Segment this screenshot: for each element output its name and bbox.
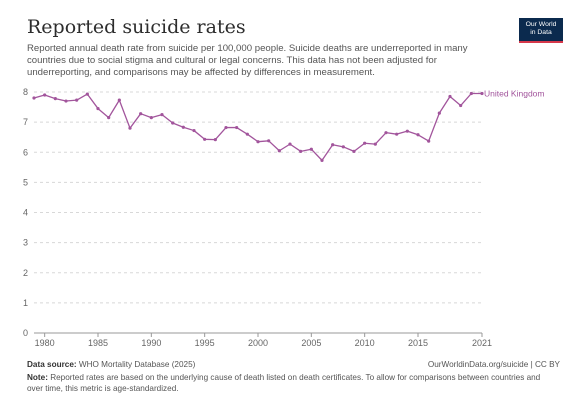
x-tick-label: 1980: [35, 338, 55, 348]
data-point[interactable]: [192, 128, 196, 133]
data-point[interactable]: [149, 116, 153, 120]
data-point[interactable]: [309, 147, 313, 151]
data-point[interactable]: [384, 131, 388, 135]
y-tick-label: 7: [23, 117, 28, 127]
x-axis-ticks: 1980 1985 1990 1995 2000 2005 2010 2015 2021: [34, 332, 492, 348]
y-tick-label: 0: [23, 328, 28, 338]
owid-logo[interactable]: Our World in Data: [519, 18, 563, 43]
data-point[interactable]: [181, 125, 185, 129]
source-label: Data source:: [27, 360, 77, 369]
data-point[interactable]: [139, 112, 143, 116]
data-point[interactable]: [341, 145, 345, 149]
data-point[interactable]: [437, 111, 441, 115]
data-point[interactable]: [480, 91, 484, 96]
data-point[interactable]: [427, 139, 431, 143]
data-point[interactable]: [213, 137, 217, 142]
y-tick-label: 1: [23, 298, 28, 308]
data-point[interactable]: [171, 121, 175, 125]
x-tick-label: 2015: [408, 338, 428, 348]
x-tick-label: 1995: [195, 338, 215, 348]
data-point[interactable]: [256, 140, 260, 144]
data-point[interactable]: [235, 125, 239, 130]
x-tick-label: 2000: [248, 338, 268, 348]
data-point[interactable]: [363, 141, 367, 145]
data-point[interactable]: [107, 116, 111, 120]
y-tick-label: 8: [23, 87, 28, 97]
y-tick-label: 6: [23, 147, 28, 157]
y-tick-label: 3: [23, 238, 28, 248]
data-point[interactable]: [224, 125, 228, 130]
chart-subtitle: Reported annual death rate from suicide …: [27, 43, 468, 78]
credit-link[interactable]: OurWorldinData.org/suicide | CC BY: [427, 360, 560, 369]
data-point[interactable]: [128, 126, 132, 130]
data-point[interactable]: [267, 139, 271, 143]
data-source: Data source: WHO Mortality Database (202…: [27, 360, 195, 369]
source-text[interactable]: WHO Mortality Database (2025): [78, 360, 196, 369]
data-point[interactable]: [395, 132, 399, 136]
data-point[interactable]: [85, 92, 89, 96]
data-point[interactable]: [416, 133, 420, 137]
data-point[interactable]: [75, 98, 79, 102]
data-point[interactable]: [245, 132, 249, 136]
note-label: Note:: [27, 373, 48, 382]
x-tick-label: 2010: [355, 338, 375, 348]
y-tick-label: 4: [23, 208, 28, 218]
data-point[interactable]: [459, 103, 463, 108]
grid-lines: [34, 91, 482, 334]
x-tick-label: 1990: [141, 338, 161, 348]
x-tick-label: 2005: [301, 338, 321, 348]
note-text: Reported rates are based on the underlyi…: [27, 373, 541, 393]
logo-line-1: Our World: [525, 21, 557, 28]
data-point[interactable]: [32, 96, 36, 100]
data-point[interactable]: [469, 91, 473, 96]
data-point[interactable]: [160, 112, 164, 117]
data-point[interactable]: [64, 99, 68, 103]
data-point[interactable]: [277, 149, 281, 153]
data-point[interactable]: [43, 93, 47, 97]
x-tick-label: 1985: [88, 338, 108, 348]
y-tick-label: 5: [23, 177, 28, 187]
data-point[interactable]: [299, 149, 303, 153]
series-layer: United Kingdom: [32, 89, 544, 162]
y-axis-ticks: 0 1 2 3 4 5 6 7 8: [23, 87, 28, 338]
data-point[interactable]: [117, 98, 121, 102]
data-point[interactable]: [331, 143, 335, 147]
data-point[interactable]: [448, 94, 452, 99]
data-point[interactable]: [405, 129, 409, 133]
data-point[interactable]: [203, 137, 207, 141]
series-label[interactable]: United Kingdom: [484, 89, 544, 99]
chart-note: Note: Reported rates are based on the un…: [27, 373, 547, 394]
data-point[interactable]: [352, 149, 356, 153]
logo-line-2: in Data: [530, 29, 552, 36]
y-tick-label: 2: [23, 268, 28, 278]
data-point[interactable]: [288, 142, 292, 146]
data-point[interactable]: [373, 142, 377, 146]
data-point[interactable]: [53, 97, 57, 101]
series-line-0[interactable]: [33, 92, 482, 162]
x-tick-label: 2021: [472, 338, 492, 348]
data-point[interactable]: [96, 106, 100, 111]
chart-title: Reported suicide rates: [27, 16, 246, 38]
data-point[interactable]: [320, 158, 324, 162]
